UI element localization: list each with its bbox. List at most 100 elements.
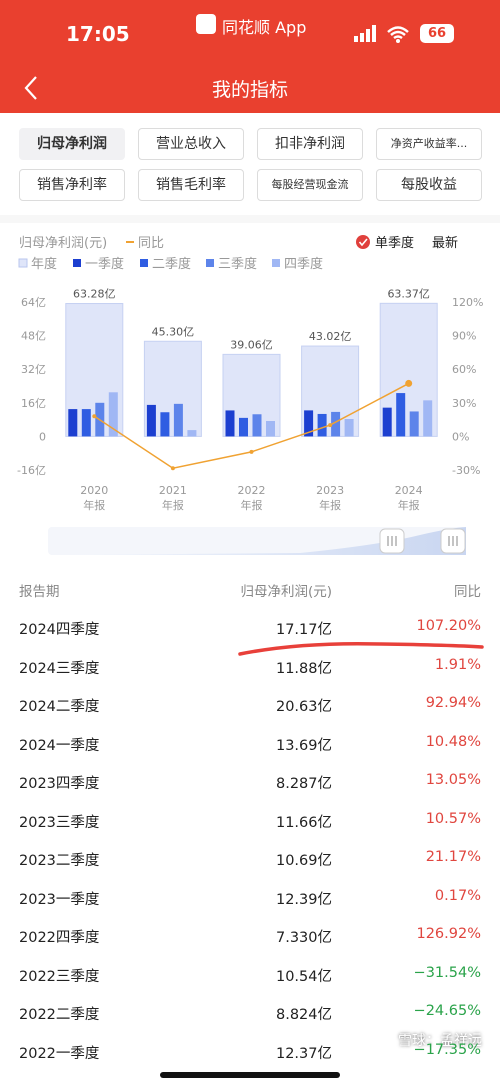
legend-label: 二季度 [152, 256, 191, 272]
table-cell: 12.39亿 [275, 891, 332, 908]
quarter-bar [423, 400, 433, 437]
tab[interactable]: 每股经营现金流 [257, 169, 363, 201]
yoy-point [328, 423, 333, 428]
home-indicator [160, 1072, 340, 1078]
legend-swatch [140, 259, 148, 267]
legend-swatch [206, 259, 214, 267]
bar-value-label: 43.02亿 [309, 330, 352, 343]
y2-tick-label: 90% [452, 330, 476, 343]
status-time: 17:05 [66, 22, 130, 46]
y-label: 归母净利润(元) [19, 236, 107, 251]
legend-swatch [18, 258, 28, 268]
table-cell: 10.57% [425, 810, 481, 827]
tab[interactable]: 净资产收益率... [376, 128, 482, 160]
table-cell: 2023四季度 [19, 776, 100, 792]
table-cell: 2024二季度 [19, 699, 100, 715]
table-cell: 1.91% [434, 656, 481, 673]
quarter-bar [396, 393, 406, 437]
yoy-point [92, 414, 97, 419]
bar-value-label: 63.28亿 [73, 288, 116, 301]
quarter-bar [187, 430, 197, 437]
bar-value-label: 39.06亿 [230, 338, 273, 351]
x-tick-label: 2024 [395, 484, 423, 497]
table-cell: 8.287亿 [275, 776, 332, 792]
table-cell: 2023三季度 [19, 814, 100, 831]
table-cell: −24.65% [413, 1003, 481, 1019]
x-tick-label: 2021 [159, 484, 187, 497]
table-cell: 2024一季度 [19, 737, 100, 754]
table-cell: 2022二季度 [19, 1007, 100, 1023]
quarter-bar [331, 411, 341, 437]
table-cell: 2023二季度 [19, 853, 100, 869]
toggle-check [356, 235, 370, 249]
table-cell: 0.17% [434, 887, 481, 904]
x-tick-label: 年报 [241, 498, 263, 512]
quarter-bar [344, 418, 354, 437]
legend-label: 同比 [138, 236, 164, 251]
table-cell: −17.35% [413, 1041, 481, 1058]
bar-value-label: 45.30亿 [152, 325, 195, 338]
table-cell: 13.05% [425, 772, 481, 788]
y2-tick-label: 120% [452, 296, 483, 309]
y-tick-label: -16亿 [17, 464, 46, 477]
quarter-bar [81, 409, 91, 437]
legend-swatch [272, 259, 280, 267]
divider [0, 215, 500, 223]
tab[interactable]: 归母净利润 [19, 128, 125, 160]
table-cell: 2022三季度 [19, 968, 100, 985]
table-cell: 2022一季度 [19, 1045, 100, 1062]
table-cell: 2023一季度 [19, 891, 100, 908]
y2-tick-label: 30% [452, 397, 476, 410]
yoy-point [405, 379, 413, 387]
y-tick-label: 48亿 [21, 330, 46, 343]
page-title: 我的指标 [211, 79, 288, 101]
legend-swatch [73, 259, 81, 267]
yoy-point [249, 449, 254, 454]
table-cell: 20.63亿 [275, 699, 332, 715]
tab[interactable]: 每股收益 [376, 169, 482, 201]
tab[interactable]: 销售净利率 [19, 169, 125, 201]
legend-label: 年度 [31, 256, 57, 272]
check-mark [358, 238, 368, 247]
quarter-bar [252, 414, 262, 437]
status-icons [354, 25, 409, 43]
y-tick-label: 32亿 [21, 363, 46, 376]
watermark: 雪球：孟祥远 [398, 1033, 482, 1049]
tab[interactable]: 销售毛利率 [138, 169, 244, 201]
table-cell: 12.37亿 [275, 1045, 332, 1062]
status-app[interactable]: 同花顺 App [222, 18, 307, 37]
table-cell: 126.92% [416, 926, 481, 942]
latest-label: 最新 [432, 235, 458, 251]
x-tick-label: 年报 [83, 498, 105, 512]
table-cell: 17.17亿 [275, 622, 332, 638]
quarter-bar [173, 403, 183, 437]
x-tick-label: 2020 [80, 484, 108, 497]
table-cell: 21.17% [425, 849, 481, 865]
y2-tick-label: 60% [452, 363, 476, 376]
chart: 64亿 48亿 32亿 16亿 0 -16亿 120% 90% 60% 30% 0% -30% 归母净利… [17, 235, 483, 555]
tab[interactable]: 扣非净利润 [257, 128, 363, 160]
table-cell: 2024三季度 [19, 660, 100, 677]
column-header: 同比 [454, 584, 481, 600]
handle-grip [387, 536, 397, 546]
hand-underline [238, 641, 484, 656]
quarter-bar [409, 411, 419, 437]
range-area [48, 527, 466, 555]
quarter-bar [239, 417, 248, 437]
x-tick-label: 2023 [316, 484, 344, 497]
tab[interactable]: 营业总收入 [138, 128, 244, 160]
header-bar [0, 0, 500, 113]
quarter-bar [68, 409, 78, 437]
table-cell: 8.824亿 [275, 1007, 332, 1023]
table-cell: −31.54% [413, 964, 481, 981]
quarter-bar [266, 421, 275, 437]
battery: 66 [420, 24, 454, 43]
quarter-bar [225, 410, 235, 437]
handle-grip [448, 536, 458, 546]
toggle-label: 单季度 [375, 235, 414, 251]
table-cell: 10.54亿 [275, 968, 332, 985]
back-button[interactable] [20, 74, 44, 102]
table-cell: 10.48% [425, 733, 481, 750]
x-tick-label: 年报 [319, 498, 341, 512]
quarter-bar [108, 392, 118, 437]
